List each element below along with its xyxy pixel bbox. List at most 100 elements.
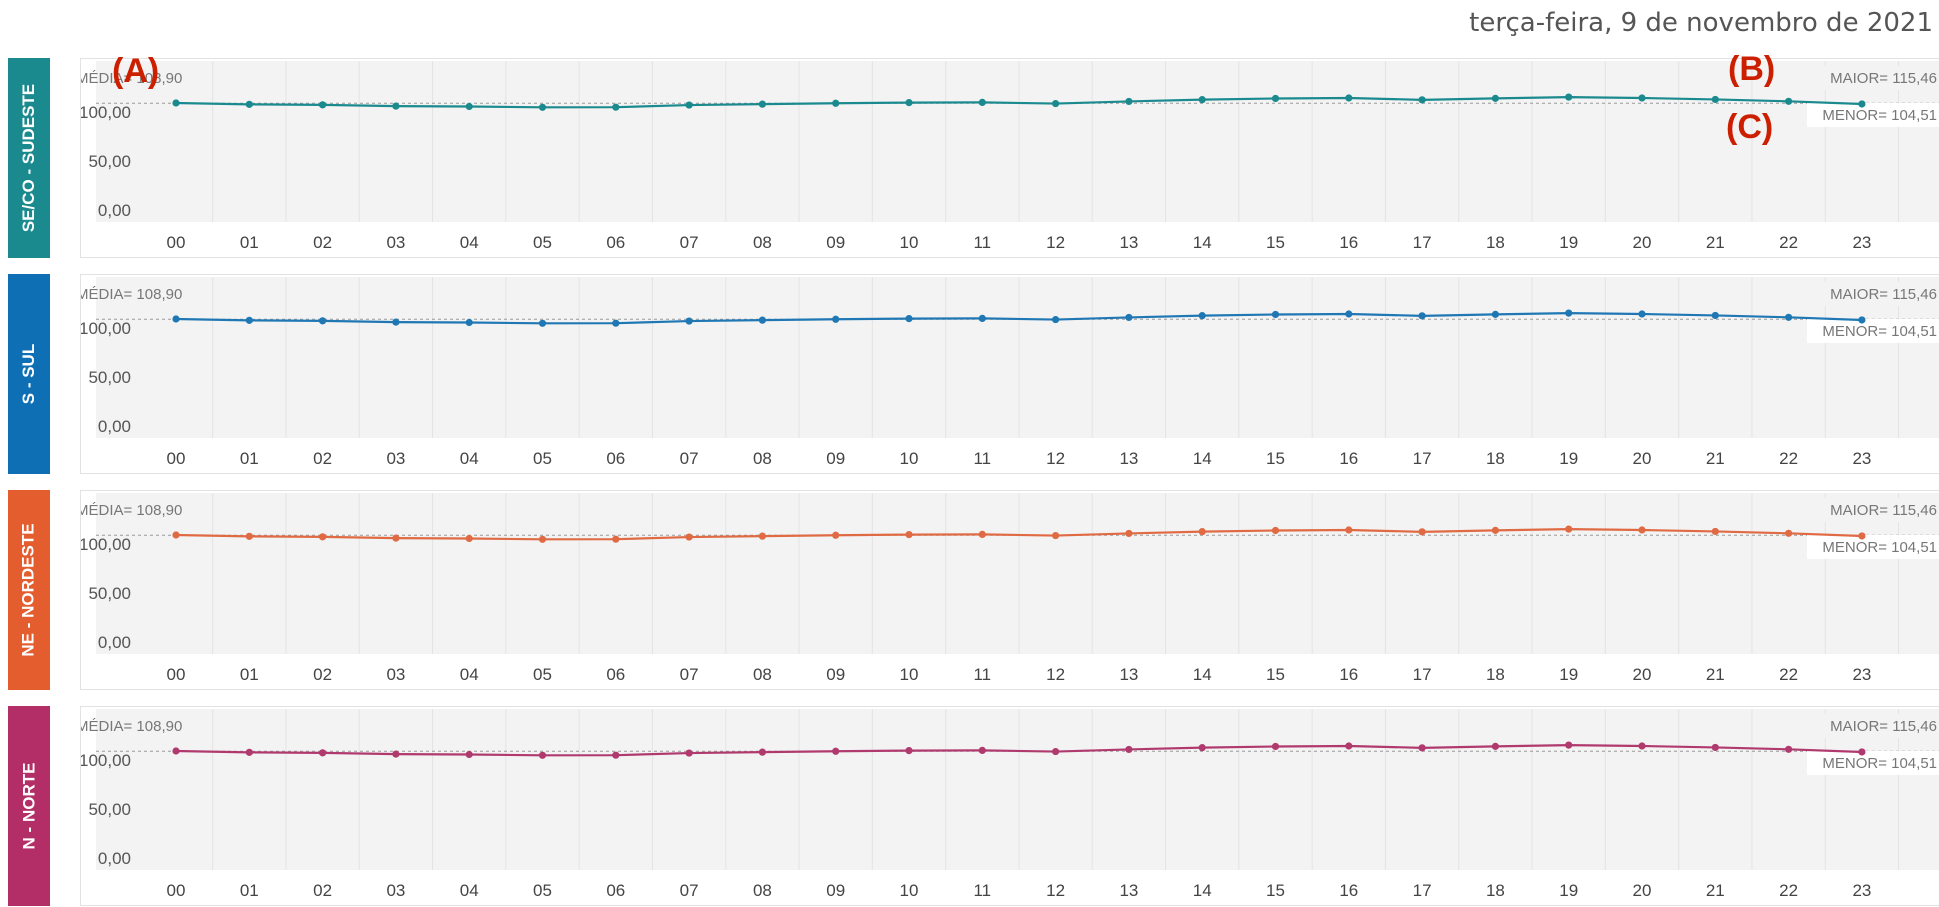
data-point[interactable] xyxy=(1271,526,1280,535)
data-point[interactable] xyxy=(245,100,253,108)
data-point[interactable] xyxy=(1345,94,1353,102)
data-point[interactable] xyxy=(1418,96,1426,104)
data-point[interactable] xyxy=(392,102,400,110)
data-point[interactable] xyxy=(1638,310,1646,318)
data-point[interactable] xyxy=(1052,99,1060,108)
data-point[interactable] xyxy=(1345,310,1353,318)
data-point[interactable] xyxy=(1711,95,1719,104)
data-point[interactable] xyxy=(1491,94,1499,102)
data-point[interactable] xyxy=(465,318,473,327)
data-point[interactable] xyxy=(319,317,327,325)
data-point[interactable] xyxy=(1052,747,1060,756)
data-point[interactable] xyxy=(832,531,840,539)
data-point[interactable] xyxy=(1052,315,1060,324)
data-point[interactable] xyxy=(832,315,840,323)
data-point[interactable] xyxy=(978,530,986,538)
data-point[interactable] xyxy=(1125,529,1133,538)
data-point[interactable] xyxy=(465,534,473,543)
data-point[interactable] xyxy=(758,748,767,756)
data-point[interactable] xyxy=(172,99,180,107)
data-point[interactable] xyxy=(978,746,986,754)
data-point[interactable] xyxy=(832,747,840,755)
data-point[interactable] xyxy=(1345,526,1353,534)
data-point[interactable] xyxy=(905,530,913,539)
data-point[interactable] xyxy=(1491,742,1499,750)
data-point[interactable] xyxy=(1271,310,1280,319)
data-point[interactable] xyxy=(1125,97,1133,106)
data-point[interactable] xyxy=(319,101,327,109)
data-point[interactable] xyxy=(172,531,180,539)
data-point[interactable] xyxy=(392,318,400,326)
data-point[interactable] xyxy=(1785,745,1793,753)
data-point[interactable] xyxy=(758,316,767,324)
data-point[interactable] xyxy=(978,98,986,106)
data-point[interactable] xyxy=(612,103,620,111)
data-point[interactable] xyxy=(1785,97,1793,105)
data-point[interactable] xyxy=(1198,96,1206,104)
data-point[interactable] xyxy=(1271,94,1280,103)
data-point[interactable] xyxy=(1711,311,1719,320)
data-point[interactable] xyxy=(685,749,693,757)
data-point[interactable] xyxy=(685,101,693,109)
data-point[interactable] xyxy=(1491,526,1499,534)
x-tick-label: 00 xyxy=(167,449,186,468)
data-point[interactable] xyxy=(1638,742,1646,750)
data-point[interactable] xyxy=(245,532,253,540)
data-point[interactable] xyxy=(1858,748,1866,756)
data-point[interactable] xyxy=(1418,744,1426,752)
data-point[interactable] xyxy=(1125,745,1133,754)
x-tick-label: 13 xyxy=(1119,233,1138,252)
data-point[interactable] xyxy=(538,535,547,543)
data-point[interactable] xyxy=(172,315,180,323)
data-point[interactable] xyxy=(1198,528,1206,536)
data-point[interactable] xyxy=(172,747,180,755)
data-point[interactable] xyxy=(538,751,547,759)
data-point[interactable] xyxy=(1125,313,1133,322)
data-point[interactable] xyxy=(1638,94,1646,102)
data-point[interactable] xyxy=(465,102,473,111)
data-point[interactable] xyxy=(538,103,547,111)
data-point[interactable] xyxy=(1418,528,1426,536)
data-point[interactable] xyxy=(1638,526,1646,534)
x-tick-label: 21 xyxy=(1706,881,1725,900)
data-point[interactable] xyxy=(1198,744,1206,752)
data-point[interactable] xyxy=(905,314,913,323)
data-point[interactable] xyxy=(1052,531,1060,540)
data-point[interactable] xyxy=(905,98,913,107)
data-point[interactable] xyxy=(905,746,913,755)
data-point[interactable] xyxy=(1565,741,1573,749)
data-point[interactable] xyxy=(319,749,327,757)
data-point[interactable] xyxy=(612,319,620,327)
data-point[interactable] xyxy=(245,316,253,324)
data-point[interactable] xyxy=(758,100,767,108)
data-point[interactable] xyxy=(538,319,547,327)
data-point[interactable] xyxy=(392,534,400,542)
data-point[interactable] xyxy=(758,532,767,540)
data-point[interactable] xyxy=(1565,309,1573,317)
data-point[interactable] xyxy=(685,533,693,541)
data-point[interactable] xyxy=(832,99,840,107)
data-point[interactable] xyxy=(1858,532,1866,540)
data-point[interactable] xyxy=(245,748,253,756)
data-point[interactable] xyxy=(685,317,693,325)
data-point[interactable] xyxy=(1271,742,1280,751)
data-point[interactable] xyxy=(1858,316,1866,324)
data-point[interactable] xyxy=(1418,312,1426,320)
data-point[interactable] xyxy=(1491,310,1499,318)
data-point[interactable] xyxy=(1785,313,1793,321)
data-point[interactable] xyxy=(1858,100,1866,108)
data-point[interactable] xyxy=(319,533,327,541)
data-point[interactable] xyxy=(1565,525,1573,533)
data-point[interactable] xyxy=(1711,743,1719,752)
data-point[interactable] xyxy=(1345,742,1353,750)
data-point[interactable] xyxy=(1785,529,1793,537)
data-point[interactable] xyxy=(1711,527,1719,536)
data-point[interactable] xyxy=(612,535,620,543)
data-point[interactable] xyxy=(392,750,400,758)
line-chart: 0,00 50,00 100,00 MÉDIA= 108,90 MAIOR= 115,4… xyxy=(81,493,1939,684)
data-point[interactable] xyxy=(978,314,986,322)
data-point[interactable] xyxy=(1565,93,1573,101)
data-point[interactable] xyxy=(612,751,620,759)
data-point[interactable] xyxy=(465,750,473,759)
data-point[interactable] xyxy=(1198,312,1206,320)
